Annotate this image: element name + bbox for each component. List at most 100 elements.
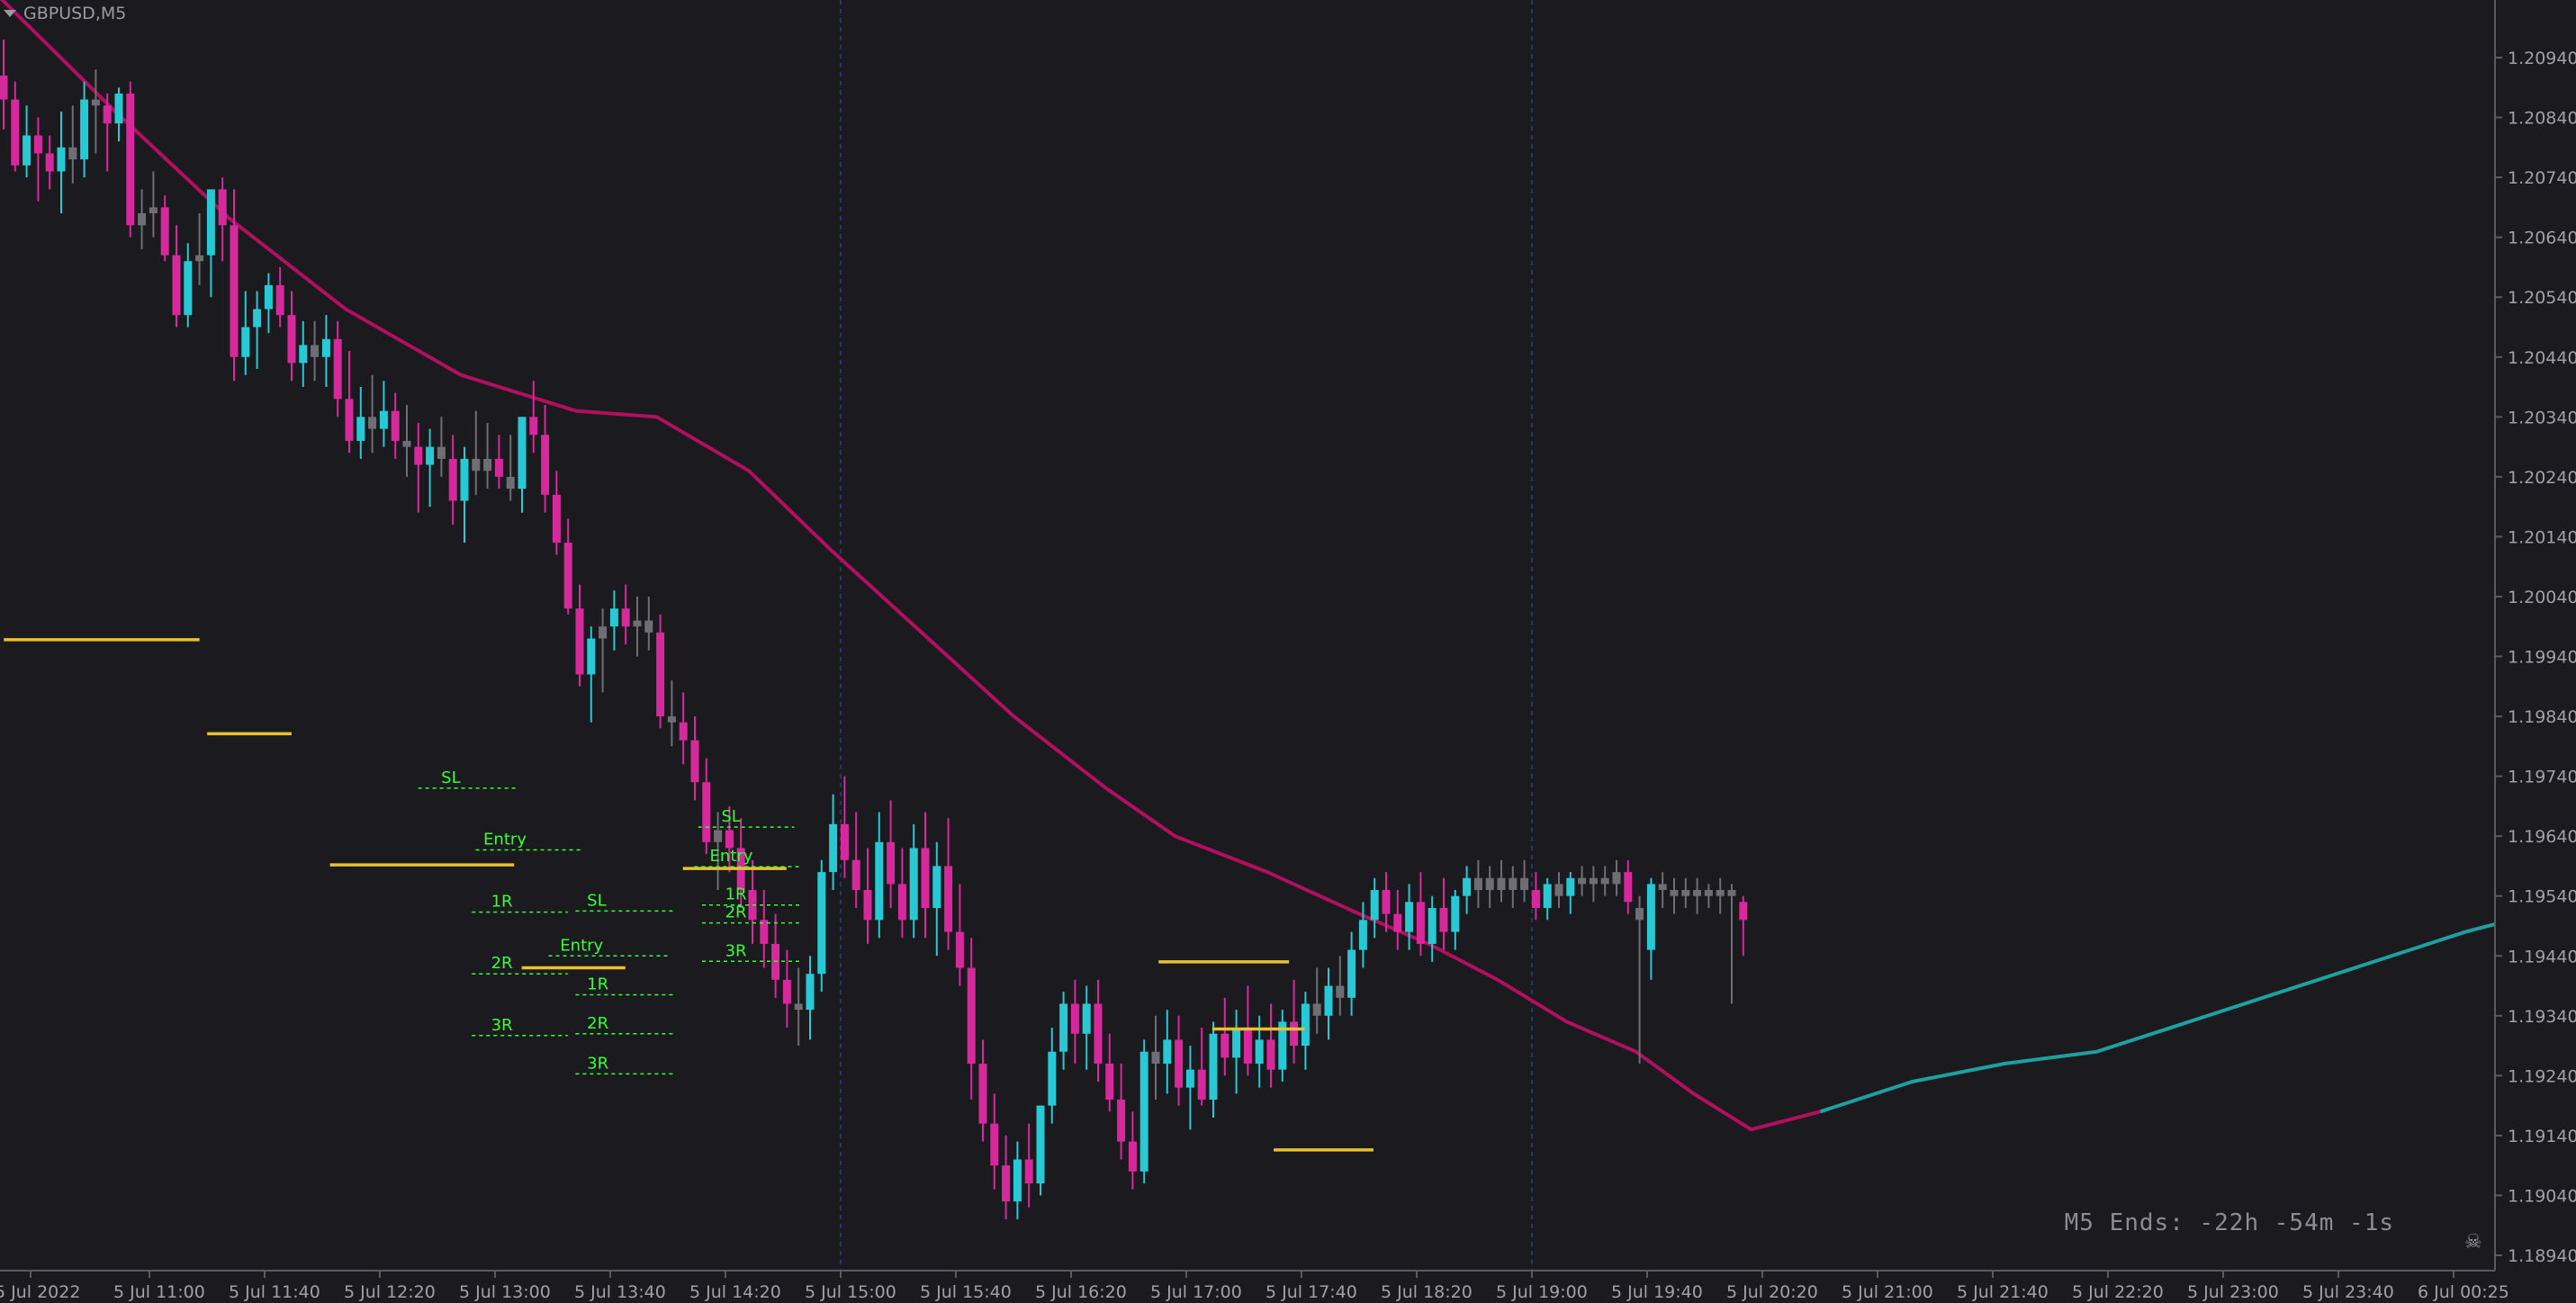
candle [448, 435, 457, 526]
candle [1520, 859, 1529, 903]
chart-title-bar: GBPUSD,M5 [4, 4, 126, 23]
candle [1059, 992, 1068, 1070]
candle-body [782, 979, 791, 1004]
x-tick-label: 5 Jul 23:40 [2302, 1282, 2394, 1302]
candle-body [621, 608, 630, 627]
candle [1243, 985, 1252, 1076]
trade-label: Entry [710, 847, 753, 866]
candle [1382, 872, 1391, 932]
candle-body [702, 782, 711, 842]
candle-body [80, 99, 89, 160]
candle-body [1531, 890, 1540, 909]
x-tick-label: 5 Jul 23:00 [2187, 1282, 2279, 1302]
candle-body [887, 841, 896, 885]
candle [206, 189, 215, 298]
candle-body [0, 75, 8, 100]
candle-body [599, 626, 608, 639]
candle [1301, 992, 1310, 1070]
candle-body [1175, 1039, 1184, 1088]
candle [1197, 1028, 1206, 1106]
candle-body [160, 207, 169, 256]
candle [103, 93, 112, 172]
candle-body [1439, 908, 1448, 932]
candle-body [1301, 1003, 1310, 1047]
candle [391, 392, 400, 459]
candle [702, 758, 711, 855]
candle-body [978, 1064, 987, 1124]
candle [794, 967, 803, 1047]
candle [172, 225, 181, 328]
candle-body [1658, 884, 1667, 891]
candle [932, 841, 941, 957]
candle [368, 374, 377, 454]
ma-line-bullish [1819, 902, 2576, 1114]
y-tick-label: 1.19840 [2508, 707, 2576, 727]
candle-body [1566, 877, 1575, 896]
candle-body [1543, 884, 1552, 909]
y-tick-label: 1.19340 [2508, 1007, 2576, 1027]
candle-body [33, 135, 42, 154]
candle [126, 81, 135, 238]
candle-body [1036, 1105, 1045, 1184]
candle [644, 596, 653, 651]
candle-body [1612, 872, 1621, 885]
triangle-down-icon[interactable] [4, 10, 16, 17]
candle-body [1220, 1033, 1229, 1058]
candle-body [955, 931, 964, 968]
candle [402, 404, 411, 477]
candle-body [518, 417, 527, 490]
candle [1094, 979, 1103, 1083]
candle-body [875, 841, 884, 921]
candle-body [1520, 877, 1529, 891]
candle-body [667, 716, 676, 723]
candle [714, 812, 723, 891]
candle-body [909, 848, 918, 921]
candle [1497, 859, 1506, 903]
candle [575, 584, 584, 687]
candle [1082, 985, 1091, 1070]
candle [1013, 1141, 1022, 1220]
candle [725, 805, 734, 873]
candle-body [575, 608, 584, 675]
candle-body [967, 967, 976, 1065]
candle-body [1358, 920, 1367, 950]
candle [863, 848, 872, 944]
candle-body [1624, 872, 1633, 903]
candle [1002, 1135, 1011, 1220]
y-tick-label: 1.20040 [2508, 588, 2576, 607]
candle-body [1024, 1159, 1033, 1184]
candle-body [1635, 908, 1644, 921]
candle [1105, 1033, 1114, 1112]
candle-body [840, 823, 849, 860]
candle [264, 273, 273, 334]
candle-body [1059, 1003, 1068, 1052]
y-tick-label: 1.20340 [2508, 408, 2576, 427]
candle [1451, 890, 1460, 950]
candle-body [414, 446, 423, 465]
candle [138, 189, 147, 249]
candle-body [45, 153, 54, 172]
candle [1554, 872, 1563, 909]
candle-body [1002, 1165, 1011, 1202]
candle-body [587, 638, 596, 675]
candle-body [1255, 1039, 1264, 1065]
candle [829, 794, 838, 891]
x-tick-label: 5 Jul 12:20 [344, 1282, 436, 1302]
candle [1600, 866, 1609, 896]
candle [1151, 1015, 1160, 1100]
candle-body [1197, 1069, 1206, 1100]
candle-body [138, 213, 147, 226]
candle [599, 608, 608, 693]
candle-body [437, 446, 446, 459]
candle-body [368, 417, 377, 429]
candle [414, 422, 423, 513]
candle [541, 404, 550, 513]
candle-body [379, 410, 388, 429]
candle [967, 938, 976, 1100]
candle-body [345, 399, 354, 441]
candle [1024, 1123, 1033, 1208]
candle [760, 890, 769, 968]
y-axis-panel [2495, 0, 2576, 1303]
